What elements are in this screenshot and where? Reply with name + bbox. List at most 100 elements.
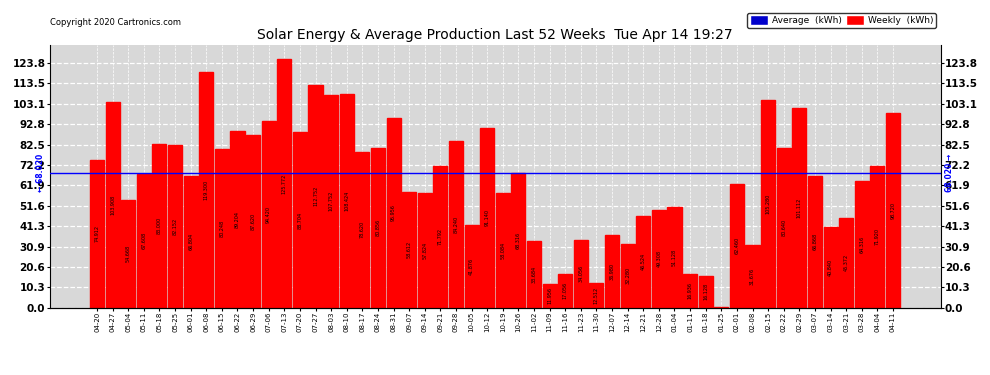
Text: 74.912: 74.912: [94, 225, 100, 242]
Text: 80.856: 80.856: [375, 219, 380, 236]
Text: 71.920: 71.920: [875, 228, 880, 245]
Bar: [324, 95, 339, 308]
Title: Solar Energy & Average Production Last 52 Weeks  Tue Apr 14 19:27: Solar Energy & Average Production Last 5…: [257, 28, 733, 42]
Text: 58.612: 58.612: [407, 241, 412, 258]
Bar: [247, 135, 260, 308]
Text: 105.280: 105.280: [765, 194, 770, 214]
Bar: [106, 102, 120, 308]
Text: 17.056: 17.056: [562, 282, 567, 299]
Text: 95.956: 95.956: [391, 204, 396, 221]
Text: 78.620: 78.620: [359, 221, 365, 238]
Bar: [121, 200, 136, 308]
Bar: [90, 160, 104, 308]
Text: 98.720: 98.720: [890, 202, 896, 219]
Text: 51.128: 51.128: [672, 249, 677, 266]
Bar: [699, 276, 713, 308]
Text: 91.140: 91.140: [485, 209, 490, 226]
Text: 12.512: 12.512: [594, 286, 599, 304]
Text: 64.316: 64.316: [859, 236, 864, 253]
Bar: [512, 172, 526, 308]
Text: 112.752: 112.752: [313, 186, 318, 206]
Text: 46.524: 46.524: [641, 253, 645, 270]
Bar: [371, 148, 385, 308]
Text: 68.020 →: 68.020 →: [944, 154, 954, 192]
Text: 66.804: 66.804: [188, 233, 193, 250]
Text: 84.240: 84.240: [453, 216, 458, 233]
Text: 66.868: 66.868: [813, 233, 818, 250]
Text: 83.000: 83.000: [157, 217, 162, 234]
Text: 125.772: 125.772: [282, 173, 287, 194]
Text: 62.460: 62.460: [735, 237, 740, 254]
Bar: [293, 132, 307, 308]
Text: 31.676: 31.676: [750, 268, 755, 285]
Bar: [464, 225, 478, 308]
Bar: [496, 193, 510, 308]
Text: 101.112: 101.112: [797, 198, 802, 218]
Text: 34.056: 34.056: [578, 266, 583, 282]
Bar: [683, 274, 697, 308]
Bar: [261, 121, 276, 308]
Text: 16.128: 16.128: [703, 283, 708, 300]
Bar: [589, 283, 604, 308]
Bar: [574, 240, 588, 308]
Text: 49.308: 49.308: [656, 251, 661, 267]
Text: 103.908: 103.908: [110, 195, 115, 215]
Text: 107.752: 107.752: [329, 191, 334, 211]
Bar: [183, 176, 198, 308]
Text: 68.316: 68.316: [516, 231, 521, 249]
Text: 108.424: 108.424: [345, 190, 349, 211]
Bar: [854, 180, 869, 308]
Text: 87.620: 87.620: [250, 213, 255, 230]
Bar: [558, 274, 572, 308]
Bar: [870, 165, 884, 308]
Bar: [168, 146, 182, 308]
Text: 89.204: 89.204: [235, 211, 240, 228]
Bar: [792, 108, 807, 308]
Bar: [309, 85, 323, 308]
Bar: [886, 112, 900, 308]
Text: 54.668: 54.668: [126, 245, 131, 262]
Text: 57.824: 57.824: [423, 242, 428, 259]
Text: 67.608: 67.608: [142, 232, 147, 249]
Text: 80.248: 80.248: [220, 220, 225, 237]
Bar: [730, 184, 743, 308]
Bar: [824, 227, 838, 308]
Bar: [808, 176, 822, 308]
Bar: [527, 241, 542, 308]
Text: 32.280: 32.280: [625, 267, 631, 284]
Legend: Average  (kWh), Weekly  (kWh): Average (kWh), Weekly (kWh): [747, 13, 936, 28]
Bar: [745, 245, 759, 308]
Bar: [340, 93, 353, 308]
Bar: [418, 194, 432, 308]
Bar: [651, 210, 666, 308]
Text: Copyright 2020 Cartronics.com: Copyright 2020 Cartronics.com: [50, 18, 180, 27]
Bar: [777, 148, 791, 308]
Text: 71.792: 71.792: [438, 228, 443, 245]
Text: 94.420: 94.420: [266, 206, 271, 223]
Bar: [402, 192, 416, 308]
Text: 16.936: 16.936: [688, 282, 693, 299]
Text: 45.372: 45.372: [843, 254, 848, 271]
Bar: [621, 244, 635, 308]
Bar: [434, 166, 447, 308]
Text: 11.956: 11.956: [547, 287, 552, 304]
Text: 82.152: 82.152: [172, 218, 177, 235]
Bar: [215, 149, 229, 308]
Bar: [480, 128, 494, 308]
Text: 80.640: 80.640: [781, 219, 786, 237]
Text: 36.980: 36.980: [610, 262, 615, 279]
Text: 40.840: 40.840: [828, 259, 833, 276]
Text: 88.704: 88.704: [297, 211, 302, 228]
Text: 119.300: 119.300: [204, 180, 209, 200]
Bar: [605, 234, 619, 308]
Bar: [840, 218, 853, 308]
Bar: [231, 132, 245, 308]
Bar: [543, 284, 556, 308]
Bar: [277, 59, 291, 308]
Bar: [152, 144, 166, 308]
Bar: [199, 72, 213, 308]
Bar: [137, 174, 150, 308]
Bar: [637, 216, 650, 308]
Text: ← 68.020: ← 68.020: [36, 154, 46, 192]
Bar: [448, 141, 463, 308]
